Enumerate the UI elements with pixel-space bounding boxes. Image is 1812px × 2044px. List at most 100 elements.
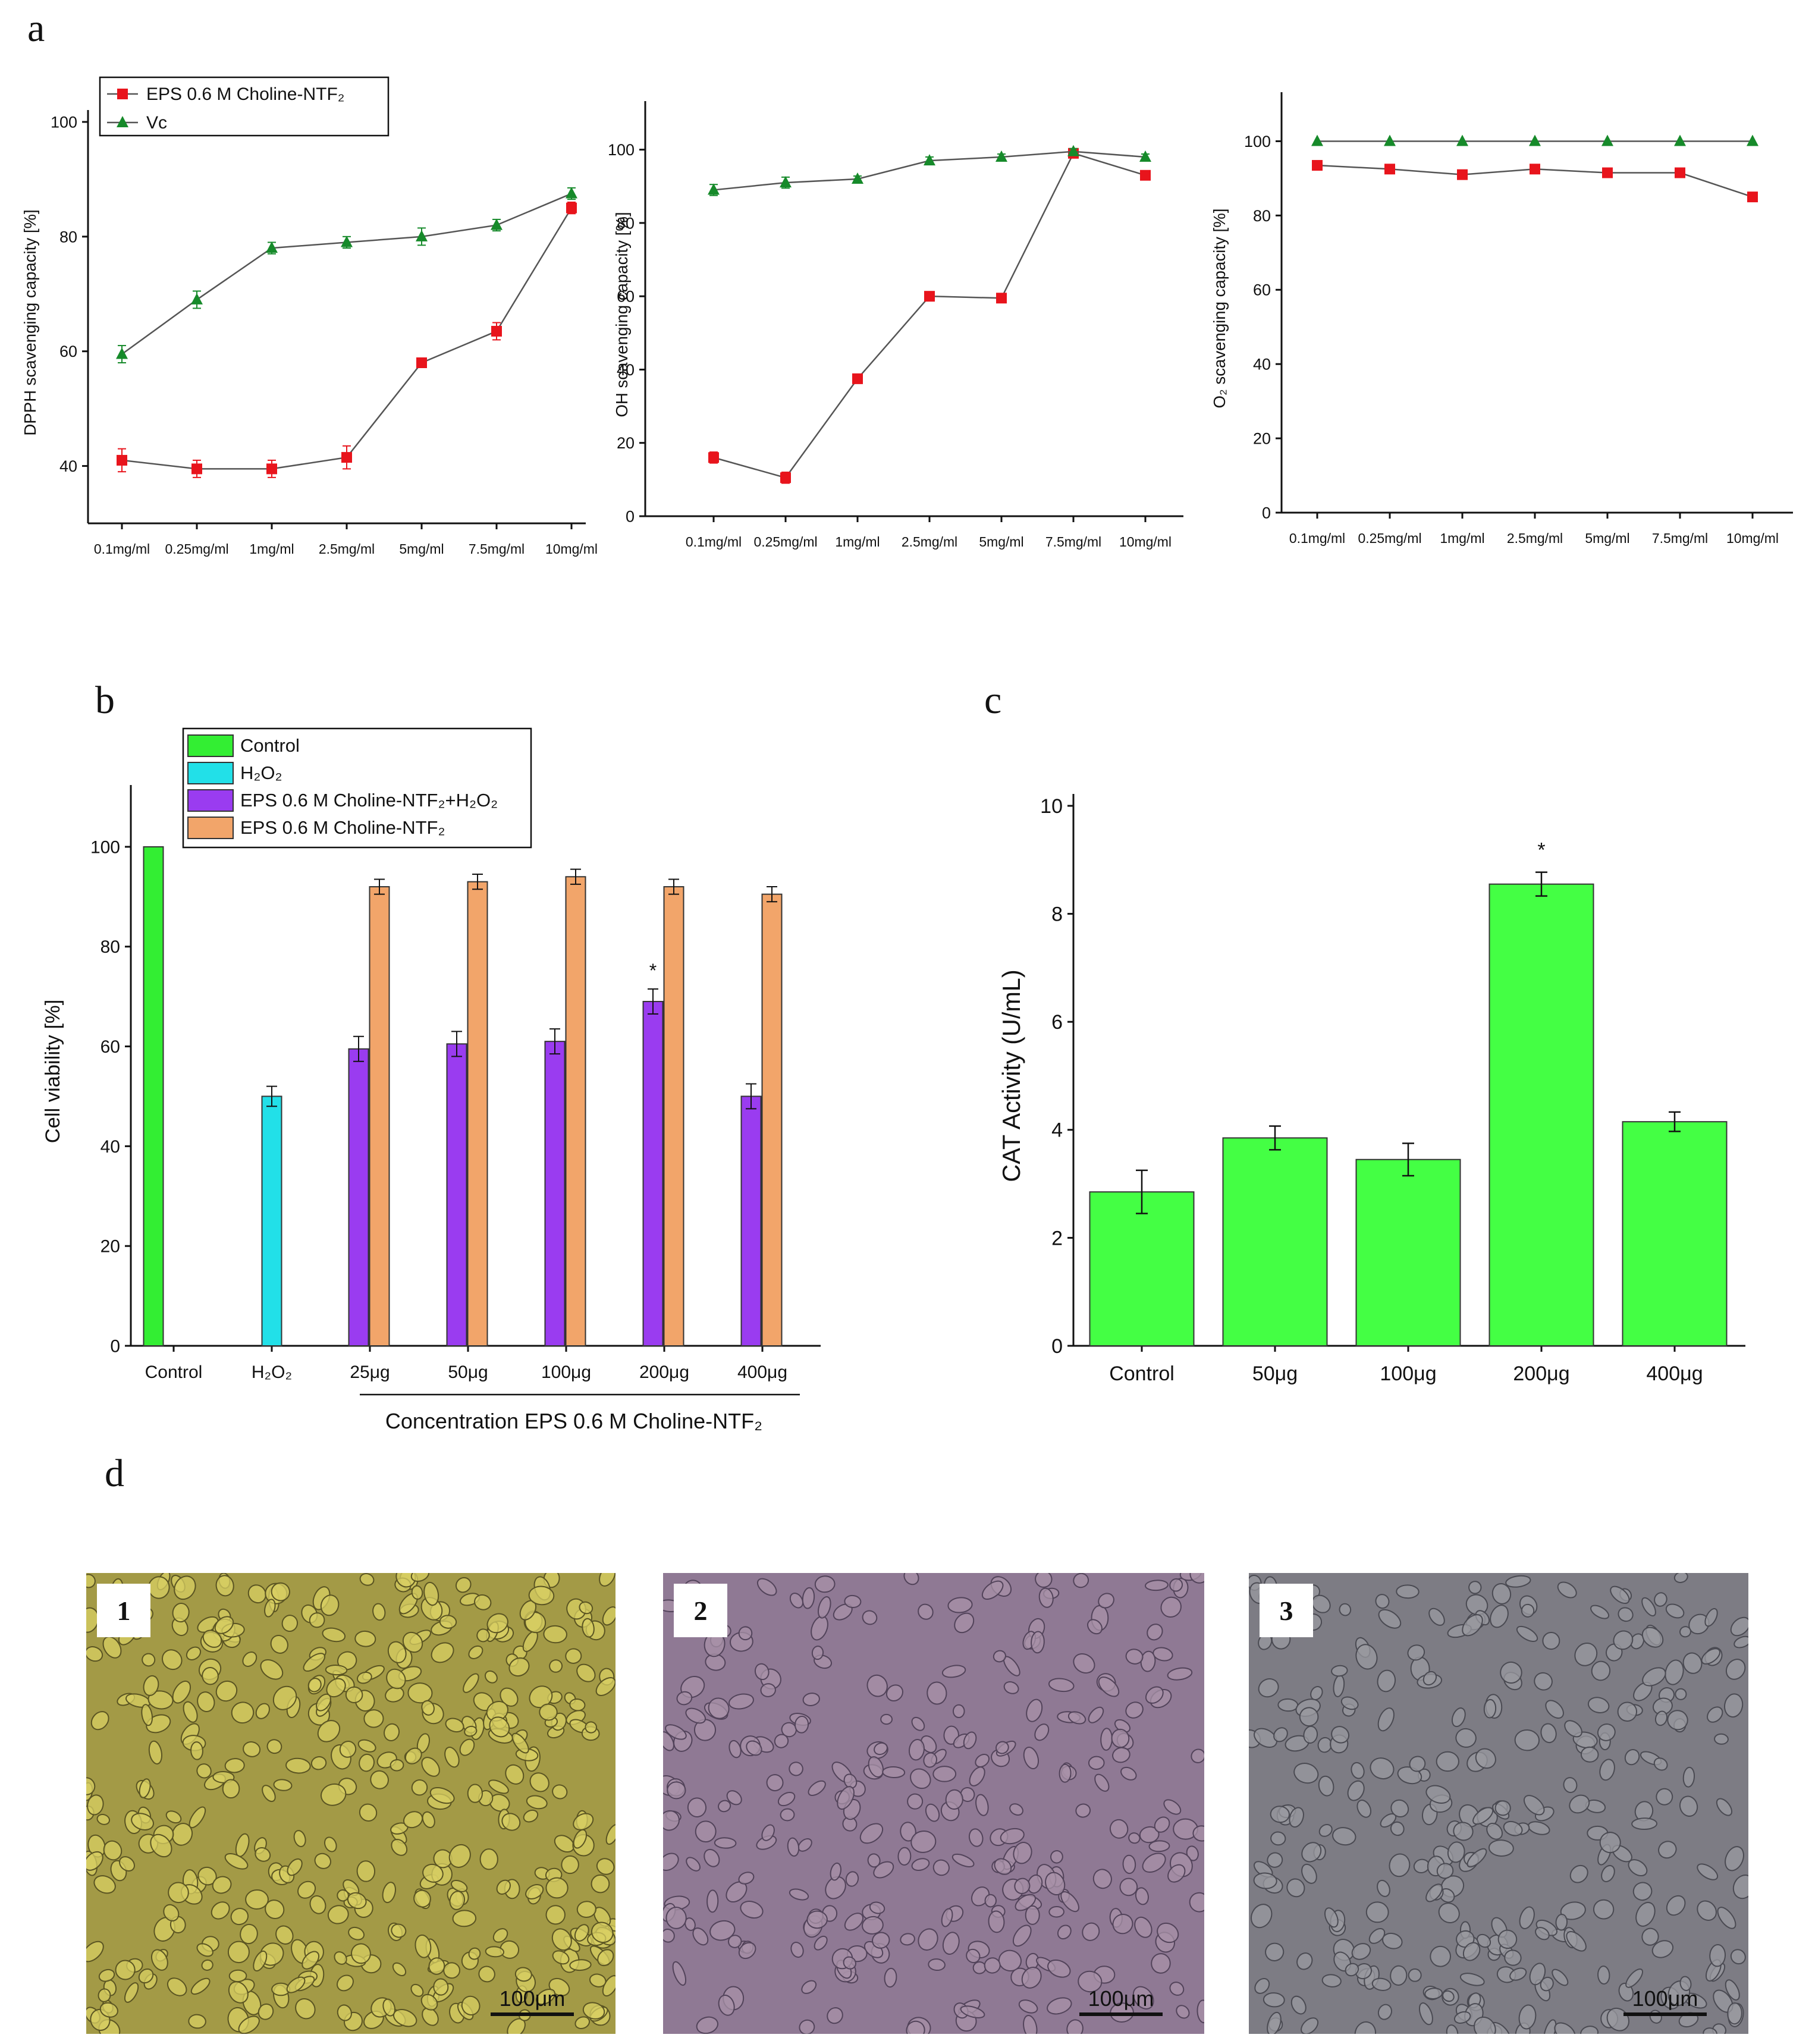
micrograph-cell [1351, 1943, 1371, 1960]
viability-xtick-label: Control [145, 1362, 203, 1382]
micrograph-cell [951, 1853, 975, 1867]
o2-point-1-1 [1384, 134, 1396, 146]
micrograph-cell [708, 1697, 730, 1719]
micrograph-cell [868, 1756, 884, 1778]
micrograph-cell [228, 1969, 247, 1983]
o2-xtick-label: 2.5mg/ml [1507, 530, 1563, 546]
micrograph-cell [86, 1646, 103, 1662]
micrograph-cell [714, 1837, 737, 1849]
micrograph-cell [927, 1681, 947, 1705]
cat-bar-3 [1488, 883, 1594, 1347]
dpph-ytick-label: 60 [59, 343, 77, 360]
micrograph-cell [1730, 1616, 1748, 1637]
micrograph-cell [754, 1663, 770, 1681]
micrograph-cell [240, 1923, 258, 1945]
micrograph-cell [514, 1967, 532, 1982]
micrograph-cell [1047, 1997, 1072, 2015]
micrograph-cell [314, 1853, 332, 1869]
micrograph-cell [1318, 1823, 1333, 1837]
dpph-legend-label-0: EPS 0.6 M Choline-NTF₂ [146, 84, 344, 104]
micrograph-cell [293, 1830, 306, 1847]
micrograph-cell [1408, 1968, 1422, 1982]
micrograph-cell [345, 1686, 363, 1703]
micrograph-cell [738, 1872, 755, 1885]
oh-xtick-label: 1mg/ml [835, 534, 880, 550]
micrograph-cell [1154, 1816, 1170, 1833]
micrograph-cell [1197, 1999, 1204, 2024]
micrograph-cell [98, 1968, 115, 1982]
micrograph-cell [489, 1716, 510, 1738]
micrograph-cell [359, 1803, 378, 1822]
micrograph-cell [794, 1716, 809, 1734]
micrograph-cell [1066, 2019, 1084, 2034]
o2-point-1-3 [1529, 134, 1541, 146]
micrograph-cell [1139, 1826, 1160, 1844]
micrograph-cell [1192, 1825, 1204, 1842]
micrograph-cell [1301, 2017, 1319, 2034]
oh-ytick-label: 80 [617, 214, 635, 232]
viability-ytick-label: 60 [101, 1037, 120, 1057]
micrograph-cell [528, 1585, 555, 1606]
micrograph-cell [1045, 1872, 1066, 1895]
micrograph-cell [273, 1779, 293, 1791]
micrograph-cell [421, 1757, 440, 1777]
micrograph-cell [692, 1927, 709, 1946]
micrograph-cell [382, 1882, 396, 1904]
viability-ytick-label: 0 [110, 1337, 120, 1357]
micrograph-cell [569, 1698, 586, 1712]
micrograph-cell [1518, 2004, 1537, 2030]
dpph-point-0-4 [416, 357, 427, 368]
micrograph-cell [844, 1594, 862, 1608]
micrograph-cell [281, 1615, 299, 1632]
micrograph-cell [1109, 1819, 1129, 1839]
micrograph-cell [923, 1752, 937, 1768]
oh-point-1-1 [780, 176, 792, 188]
micrograph-cell [1355, 1644, 1378, 1670]
micrograph-cell [1509, 1967, 1527, 1981]
micrograph-cell [87, 1794, 104, 1816]
micrograph-cell [552, 1950, 570, 1965]
micrograph-cell [167, 1977, 187, 1996]
viability-bar-9 [663, 886, 684, 1346]
cat-ytick-label: 10 [1040, 795, 1063, 818]
micrograph-cell [1631, 1817, 1658, 1831]
micrograph-cell [565, 1648, 582, 1664]
micrograph-cell [837, 1786, 855, 1810]
micrograph-cell [1714, 1733, 1729, 1745]
micrograph-cell [1730, 1949, 1746, 1965]
o2-point-1-5 [1674, 134, 1686, 146]
micrograph-cell [500, 1940, 520, 1959]
micrograph-cell [1267, 2011, 1282, 2034]
micrograph-cell [337, 1889, 349, 1902]
o2-ytick-label: 0 [1262, 504, 1271, 522]
oh-ytick-label: 60 [617, 288, 635, 306]
viability-legend-box [182, 727, 532, 849]
micrograph-cell [1491, 1583, 1512, 1605]
micrograph-cell [224, 1853, 249, 1870]
micrograph-cell [941, 1908, 953, 1927]
dpph-legend-label-1: Vc [146, 113, 167, 133]
micrograph-cell [302, 1951, 320, 1970]
micrograph-cell [1382, 1932, 1403, 1949]
micrograph-cell [1679, 1795, 1698, 1817]
micrograph-cell [1035, 1573, 1053, 1588]
panel-letter-d: d [105, 1452, 124, 1495]
micrograph-cell [545, 1905, 566, 1925]
cat-ytick-label: 8 [1051, 903, 1063, 926]
micrograph-cell [665, 1907, 687, 1929]
micrograph-cell [663, 1810, 680, 1831]
micrograph-cell [255, 1703, 270, 1719]
viability-xtick-label: 400μg [737, 1362, 787, 1382]
viability-legend-swatch-2 [187, 789, 234, 812]
micrograph-cell [285, 1757, 311, 1774]
micrograph-cell [1486, 1822, 1503, 1840]
viability-legend-label-2: EPS 0.6 M Choline-NTF₂+H₂O₂ [240, 790, 498, 811]
micrograph-cell [1514, 1729, 1540, 1751]
micrograph-cell [814, 1935, 828, 1951]
micrograph-cell [1601, 1864, 1615, 1882]
micrograph-cell [230, 1908, 249, 1926]
micrograph-cell [1134, 1916, 1152, 1938]
micrograph-cell [1377, 2004, 1392, 2020]
panel-letter-b: b [95, 679, 115, 722]
o2-ytick-label: 60 [1253, 281, 1271, 299]
